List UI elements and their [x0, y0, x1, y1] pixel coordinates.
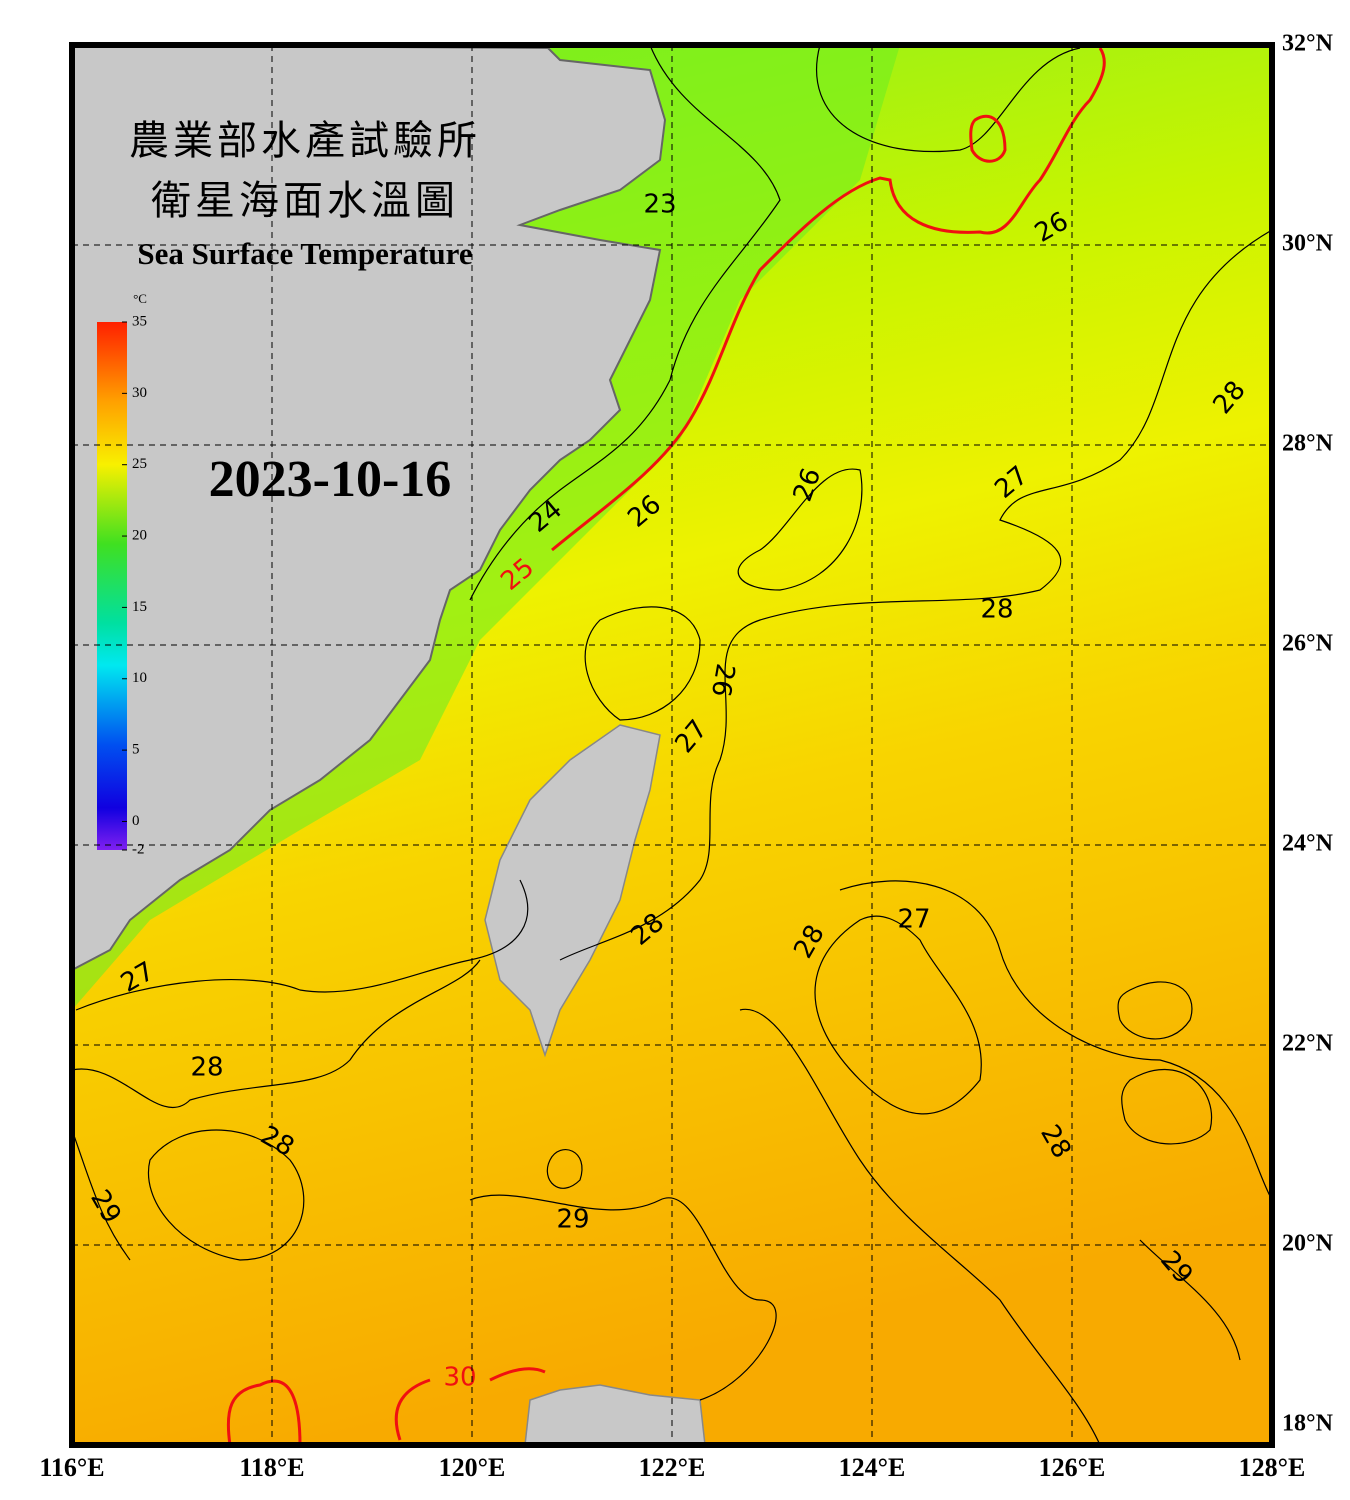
colorbar [97, 322, 127, 850]
contour-label: 23 [643, 190, 676, 220]
colorbar-tick-label: 10 [132, 670, 147, 686]
x-tick-label: 128°E [1239, 1453, 1306, 1482]
colorbar-tick-label: -2 [132, 841, 145, 857]
colorbar-tick-label: 15 [132, 599, 147, 615]
contour-label: 26 [705, 661, 740, 699]
y-tick-label: 32°N [1282, 31, 1334, 57]
contour-label: 29 [556, 1205, 589, 1235]
y-tick-label: 24°N [1282, 831, 1334, 857]
x-tick-label: 120°E [439, 1453, 506, 1482]
contour-label: 28 [190, 1053, 223, 1083]
x-tick-label: 116°E [39, 1453, 104, 1482]
colorbar-tick-label: 5 [132, 742, 140, 758]
y-tick-label: 22°N [1282, 1031, 1334, 1057]
colorbar-tick-label: 30 [132, 385, 147, 401]
title-zh-2: 衛星海面水溫圖 [151, 178, 459, 223]
red-contours [226, 47, 1106, 1445]
contours [72, 45, 1272, 1445]
y-tick-label: 20°N [1282, 1231, 1334, 1257]
x-tick-label: 118°E [239, 1453, 304, 1482]
mainland [72, 45, 667, 972]
x-tick-label: 124°E [839, 1453, 906, 1482]
contour-label: 30 [443, 1363, 476, 1393]
colorbar-tick-label: 20 [132, 527, 147, 543]
y-tick-label: 30°N [1282, 231, 1334, 257]
taiwan [484, 724, 661, 1058]
colorbar-unit: °C [133, 291, 147, 306]
y-tick-label: 28°N [1282, 431, 1334, 457]
title-en: Sea Surface Temperature [137, 236, 472, 271]
colorbar-tick-label: 0 [132, 813, 140, 829]
title-zh-1: 農業部水產試驗所 [129, 118, 481, 163]
y-tick-label: 18°N [1282, 1411, 1334, 1437]
luzon [524, 1384, 706, 1445]
contour-label: 28 [980, 595, 1013, 625]
date: 2023-10-16 [209, 451, 452, 508]
y-tick-label: 26°N [1282, 631, 1334, 657]
x-tick-label: 126°E [1039, 1453, 1106, 1482]
colorbar-tick-label: 35 [132, 313, 147, 329]
colorbar-tick-label: 25 [132, 456, 147, 472]
contour-label: 27 [897, 905, 930, 935]
x-tick-label: 122°E [639, 1453, 706, 1482]
